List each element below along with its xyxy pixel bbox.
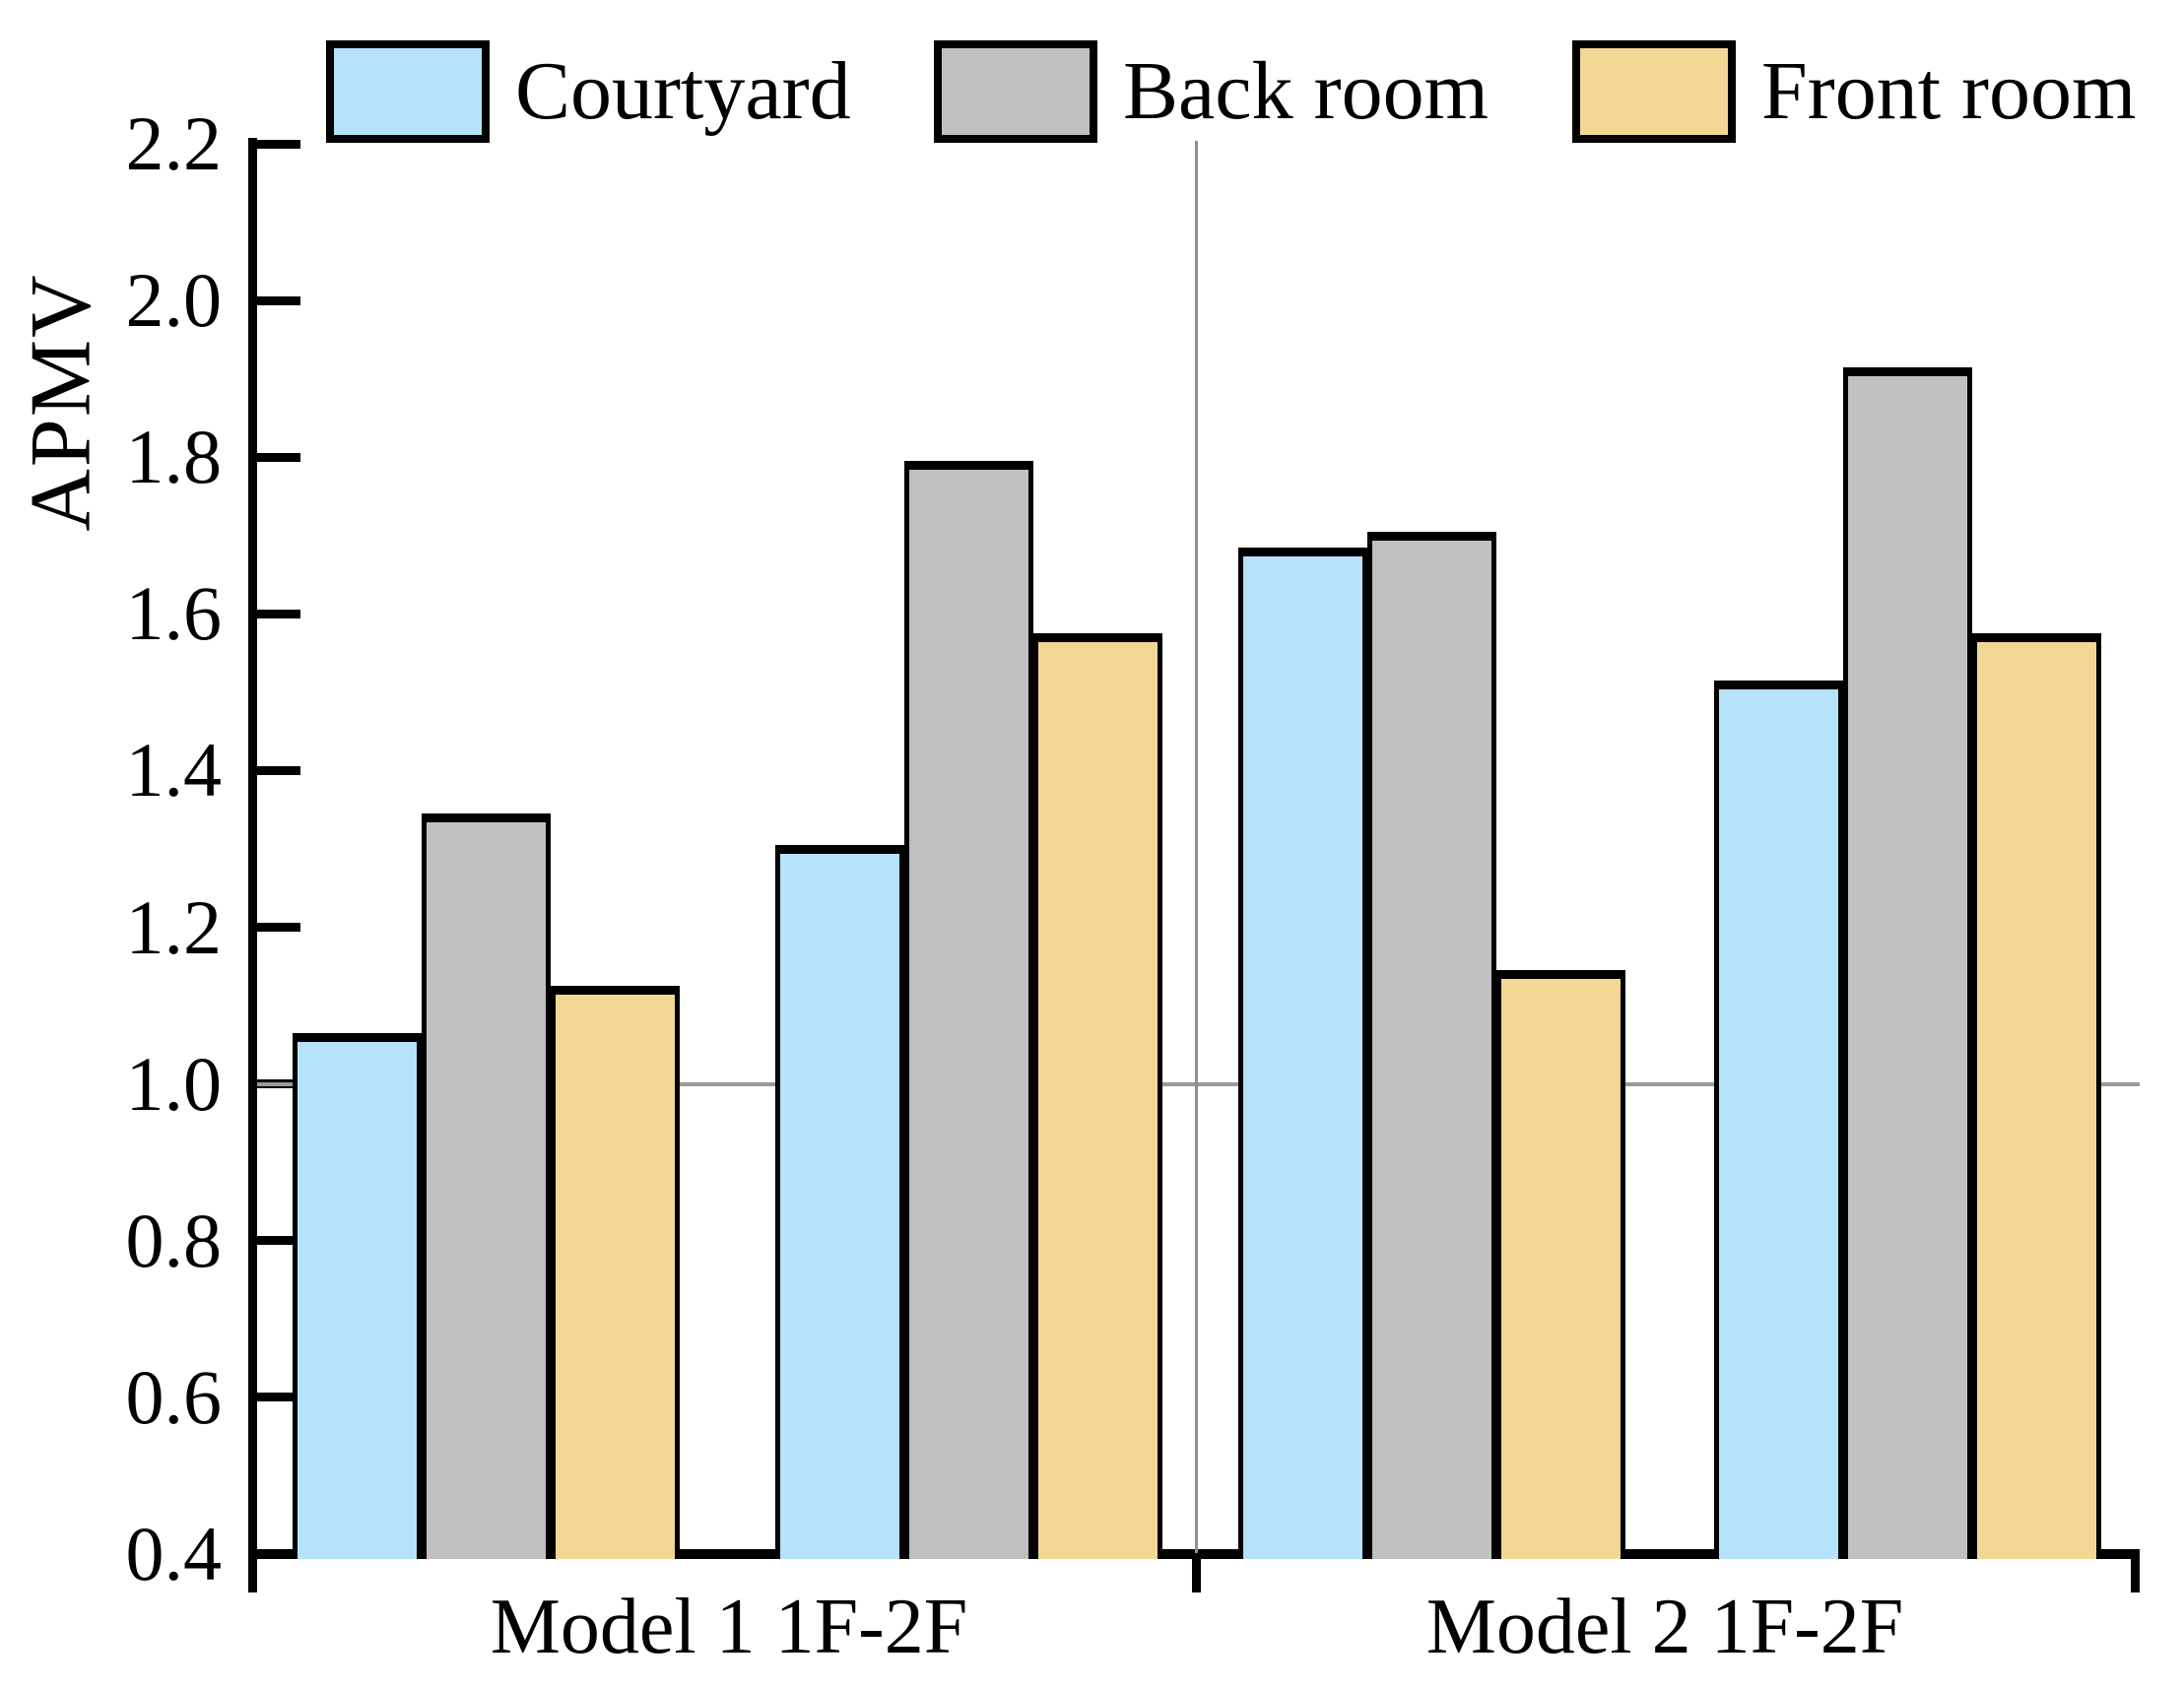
y-axis-tick-label: 1.0 — [125, 1040, 223, 1127]
bar-front-room — [551, 986, 680, 1559]
bar-back-room — [422, 813, 551, 1559]
legend-item-courtyard: Courtyard — [326, 37, 851, 146]
y-axis-tick-label: 1.8 — [125, 414, 223, 500]
legend-item-back-room: Back room — [934, 37, 1489, 146]
x-axis-tick — [248, 1559, 257, 1592]
y-axis-tick — [257, 765, 300, 775]
y-axis-tick — [257, 923, 300, 933]
y-axis-tick — [257, 1393, 300, 1402]
y-axis-tick-label: 0.8 — [125, 1197, 223, 1283]
legend-label-back-room: Back room — [1123, 45, 1489, 137]
bar-back-room — [1367, 531, 1496, 1559]
y-axis-tick-label: 1.2 — [125, 883, 223, 970]
bar-front-room — [1496, 970, 1625, 1559]
bar-back-room — [1843, 366, 1972, 1559]
y-axis-tick-label: 0.6 — [125, 1353, 223, 1440]
y-axis-tick — [257, 1236, 300, 1246]
reference-line-1-0 — [257, 1081, 2140, 1086]
y-axis-tick-label: 2.0 — [125, 257, 223, 344]
y-axis-tick-label: 1.4 — [125, 727, 223, 813]
bar-front-room — [1972, 633, 2101, 1559]
y-axis-tick — [257, 295, 300, 305]
category-divider-line — [1195, 141, 1198, 1553]
y-axis-spine — [248, 138, 257, 1591]
legend-swatch-front-room — [1572, 40, 1736, 143]
legend-swatch-courtyard — [326, 40, 490, 143]
legend-swatch-back-room — [934, 40, 1097, 143]
y-axis-tick-label: 0.4 — [125, 1511, 223, 1596]
bar-courtyard — [293, 1032, 422, 1559]
x-axis-tick — [2131, 1559, 2140, 1592]
y-axis-tick — [257, 1549, 300, 1559]
bar-courtyard — [1714, 680, 1843, 1559]
bar-courtyard — [775, 845, 904, 1559]
y-axis-tick-label: 2.2 — [125, 100, 223, 186]
y-axis-tick — [257, 609, 300, 618]
y-axis-tick — [257, 452, 300, 462]
legend-item-front-room: Front room — [1572, 37, 2136, 146]
x-category-label-model2: Model 2 1F-2F — [1425, 1584, 1904, 1670]
bar-back-room — [904, 461, 1033, 1559]
y-axis-tick — [257, 139, 300, 149]
bar-front-room — [1033, 633, 1162, 1559]
x-category-label-model1: Model 1 1F-2F — [490, 1584, 968, 1670]
legend-label-front-room: Front room — [1761, 45, 2137, 137]
x-axis-tick — [1192, 1559, 1201, 1592]
y-axis-tick-label: 1.6 — [125, 570, 223, 657]
bar-courtyard — [1238, 547, 1367, 1559]
x-axis-spine — [248, 1549, 2140, 1559]
legend-label-courtyard: Courtyard — [515, 45, 851, 137]
